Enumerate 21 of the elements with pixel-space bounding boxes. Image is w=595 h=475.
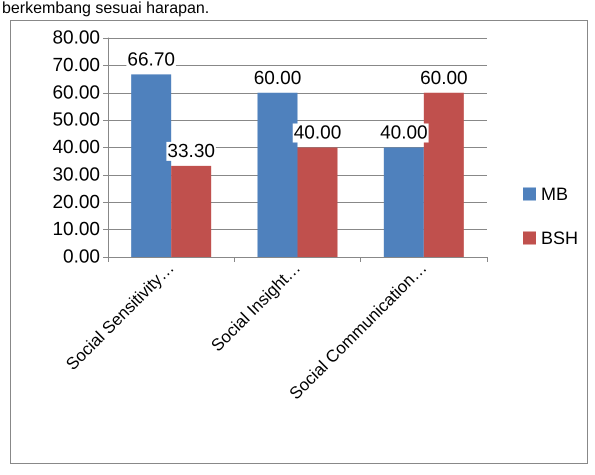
y-tick-label: 30.00 — [52, 164, 100, 186]
data-label: 40.00 — [380, 122, 428, 144]
y-tick-label: 60.00 — [52, 82, 100, 104]
legend-label: MB — [540, 184, 568, 204]
text: berkembang sesuai harapan. — [2, 0, 210, 18]
legend-label: BSH — [540, 228, 578, 248]
y-tick-label: 10.00 — [52, 219, 100, 240]
y-tick-label: 50.00 — [52, 110, 100, 131]
bar — [384, 148, 424, 257]
bar — [298, 148, 338, 257]
bar — [171, 166, 212, 257]
data-label: 33.30 — [167, 140, 215, 162]
y-tick-label: 70.00 — [52, 54, 100, 76]
y-tick-label: 0.00 — [63, 246, 100, 268]
y-tick-label: 40.00 — [52, 137, 100, 158]
data-label: 60.00 — [420, 68, 468, 89]
data-label: 60.00 — [254, 68, 302, 89]
y-tick-label: 20.00 — [52, 192, 100, 213]
data-label: 66.70 — [127, 49, 175, 70]
y-tick-label: 80.00 — [52, 28, 100, 48]
data-label: 40.00 — [294, 122, 342, 144]
